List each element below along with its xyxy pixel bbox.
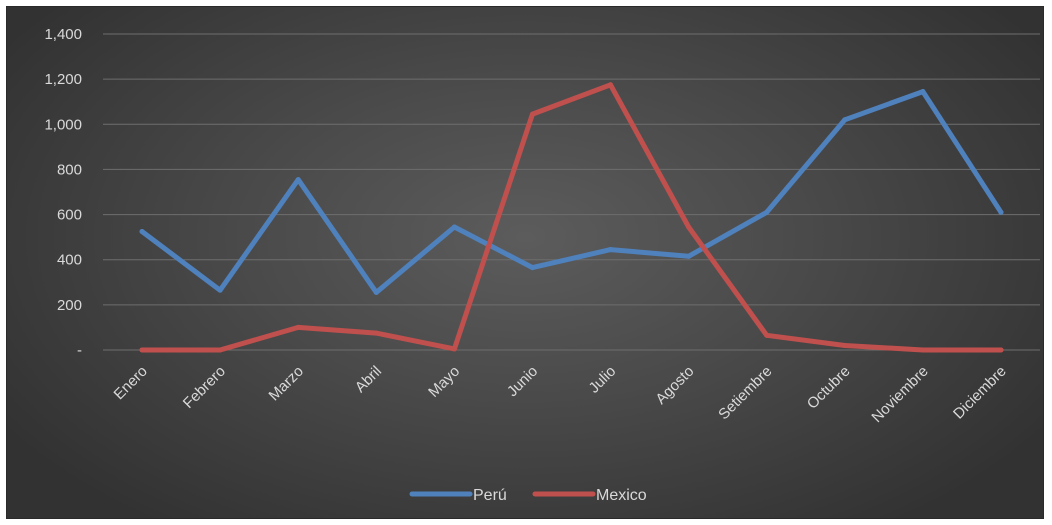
data-point <box>998 347 1004 353</box>
legend-label: Mexico <box>596 487 647 504</box>
data-point <box>686 224 692 230</box>
series-group <box>139 82 1004 353</box>
data-point <box>686 253 692 259</box>
x-tick-label: Enero <box>111 363 151 403</box>
y-tick-label: 1,000 <box>44 116 82 133</box>
x-tick-label: Abril <box>352 363 385 396</box>
y-tick-label: 1,200 <box>44 71 82 88</box>
data-point <box>842 117 848 123</box>
legend: Perú Mexico <box>409 487 647 504</box>
data-point <box>842 342 848 348</box>
data-point <box>139 229 145 234</box>
y-tick-label: - <box>77 342 82 359</box>
data-point <box>608 247 614 253</box>
data-point <box>764 332 770 338</box>
x-tick-label: Marzo <box>266 363 307 404</box>
x-tick-label: Noviembre <box>868 363 931 426</box>
x-axis: Enero Febrero Marzo Abril Mayo Junio Julio Agos… <box>111 363 1010 426</box>
data-point <box>295 177 301 183</box>
x-tick-label: Agosto <box>652 363 697 408</box>
data-point <box>217 347 223 353</box>
y-axis: - 200 400 600 800 1,000 1,200 1,400 <box>44 26 82 359</box>
x-tick-label: Octubre <box>804 363 854 413</box>
series-line-peru <box>139 89 1004 295</box>
gridlines <box>103 33 1040 351</box>
data-point <box>217 287 223 293</box>
x-tick-label: Junio <box>504 363 541 400</box>
data-point <box>764 209 770 215</box>
y-tick-label: 400 <box>57 252 82 269</box>
data-point <box>920 89 926 95</box>
series-line-mexico <box>139 82 1004 353</box>
x-tick-label: Mayo <box>425 363 463 401</box>
data-point <box>920 347 926 353</box>
y-tick-label: 800 <box>57 161 82 178</box>
x-tick-label: Setiembre <box>715 363 775 423</box>
data-point <box>529 111 535 117</box>
y-tick-label: 200 <box>57 297 82 314</box>
data-point <box>139 347 145 353</box>
data-point <box>295 324 301 330</box>
x-tick-label: Julio <box>586 363 620 397</box>
data-point <box>373 289 379 295</box>
data-point <box>608 82 614 88</box>
x-tick-label: Febrero <box>180 363 229 412</box>
data-point <box>529 265 535 271</box>
data-point <box>998 209 1004 215</box>
data-point <box>451 346 457 352</box>
legend-label: Perú <box>473 487 507 504</box>
y-tick-label: 1,400 <box>44 26 82 43</box>
x-tick-label: Diciembre <box>950 363 1010 423</box>
y-tick-label: 600 <box>57 207 82 224</box>
data-point <box>373 330 379 336</box>
data-point <box>451 224 457 230</box>
